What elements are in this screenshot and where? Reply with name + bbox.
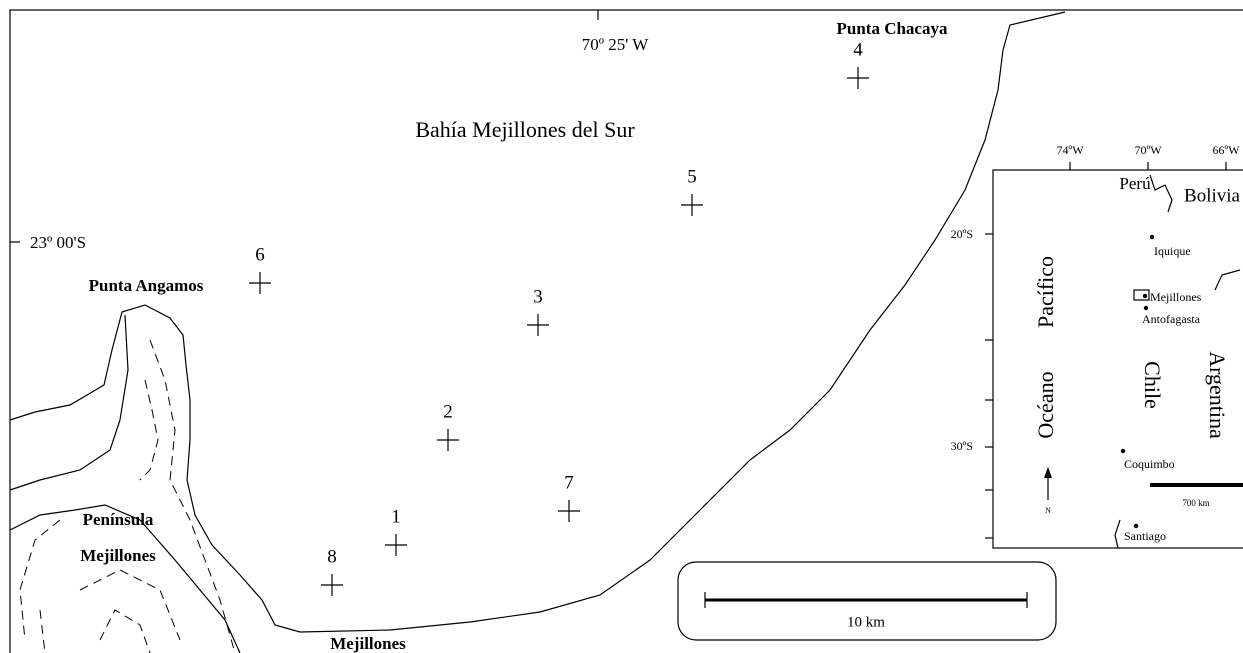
coastline [9,11,1066,633]
station-label: 8 [327,546,337,567]
inset-longitude: 66ºW [1212,143,1240,157]
inset-longitude: 70ºW [1134,143,1162,157]
city-label: Santiago [1124,529,1166,543]
city-dot [1143,305,1149,311]
station-label: 1 [391,506,401,527]
place-label: Punta Chacaya [837,19,948,38]
country-label: Bolivia [1184,185,1241,206]
country-label: Chile [1140,361,1165,409]
longitude-label: 70º 25' W [582,35,650,54]
station-label: 7 [564,472,574,493]
place-label: Mejillones [330,634,406,653]
inset-latitude: 30ºS [951,439,973,453]
inset-scale-label: 700 km [1182,498,1209,508]
stations: 1 2 3 4 5 6 7 8 [249,39,869,596]
inset-map: 74ºW 70ºW 66ºW 20ºS 30ºS Perú Bolivia Ch… [951,143,1243,549]
country-label: Argentina [1205,351,1230,439]
inset-frame [992,169,1243,549]
latitude-label: 23º 00'S [30,233,86,252]
place-label: Mejillones [80,546,156,565]
inset-longitude: 74ºW [1056,143,1084,157]
station-label: 4 [853,39,863,60]
inset-latitude: 20ºS [951,227,973,241]
bay-label: Bahía Mejillones del Sur [415,117,635,142]
contour [9,504,241,653]
north-arrow-head [1044,467,1052,478]
city-label: Mejillones [1150,290,1202,304]
station-label: 2 [443,401,453,422]
station-label: 6 [255,244,265,265]
place-label: Península [83,510,154,529]
border [1114,174,1241,549]
country-label: Perú [1119,174,1151,193]
study-area [1133,289,1150,301]
contour [139,379,159,481]
city-label: Antofagasta [1142,312,1201,326]
north-label: N [1045,506,1051,515]
scale-label: 10 km [847,614,885,630]
contour [149,339,236,653]
contour [19,519,181,653]
city-label: Coquimbo [1124,457,1175,471]
scale-box [677,561,1057,641]
city-dot [1120,448,1126,454]
ocean-label: Océano [1033,371,1058,438]
city-dot [1142,293,1148,299]
city-label: Iquique [1154,244,1191,258]
city-dot [1133,523,1139,529]
contour [9,314,129,491]
ocean-label: Pacífico [1033,256,1058,328]
place-label: Punta Angamos [89,276,204,295]
station-label: 3 [533,286,543,307]
city-dot [1149,234,1155,240]
station-label: 5 [687,166,697,187]
map-frame [9,9,1243,653]
